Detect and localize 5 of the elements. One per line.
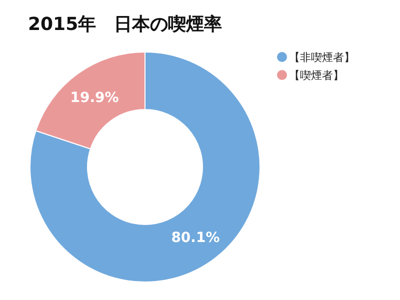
legend-label: 【喫煙者】 — [289, 69, 344, 82]
chart-title: 2015年 日本の喫煙率 — [28, 14, 222, 35]
data-label: 19.9% — [70, 90, 119, 106]
legend-label: 【非喫煙者】 — [289, 51, 355, 64]
data-label: 80.1% — [171, 230, 220, 246]
